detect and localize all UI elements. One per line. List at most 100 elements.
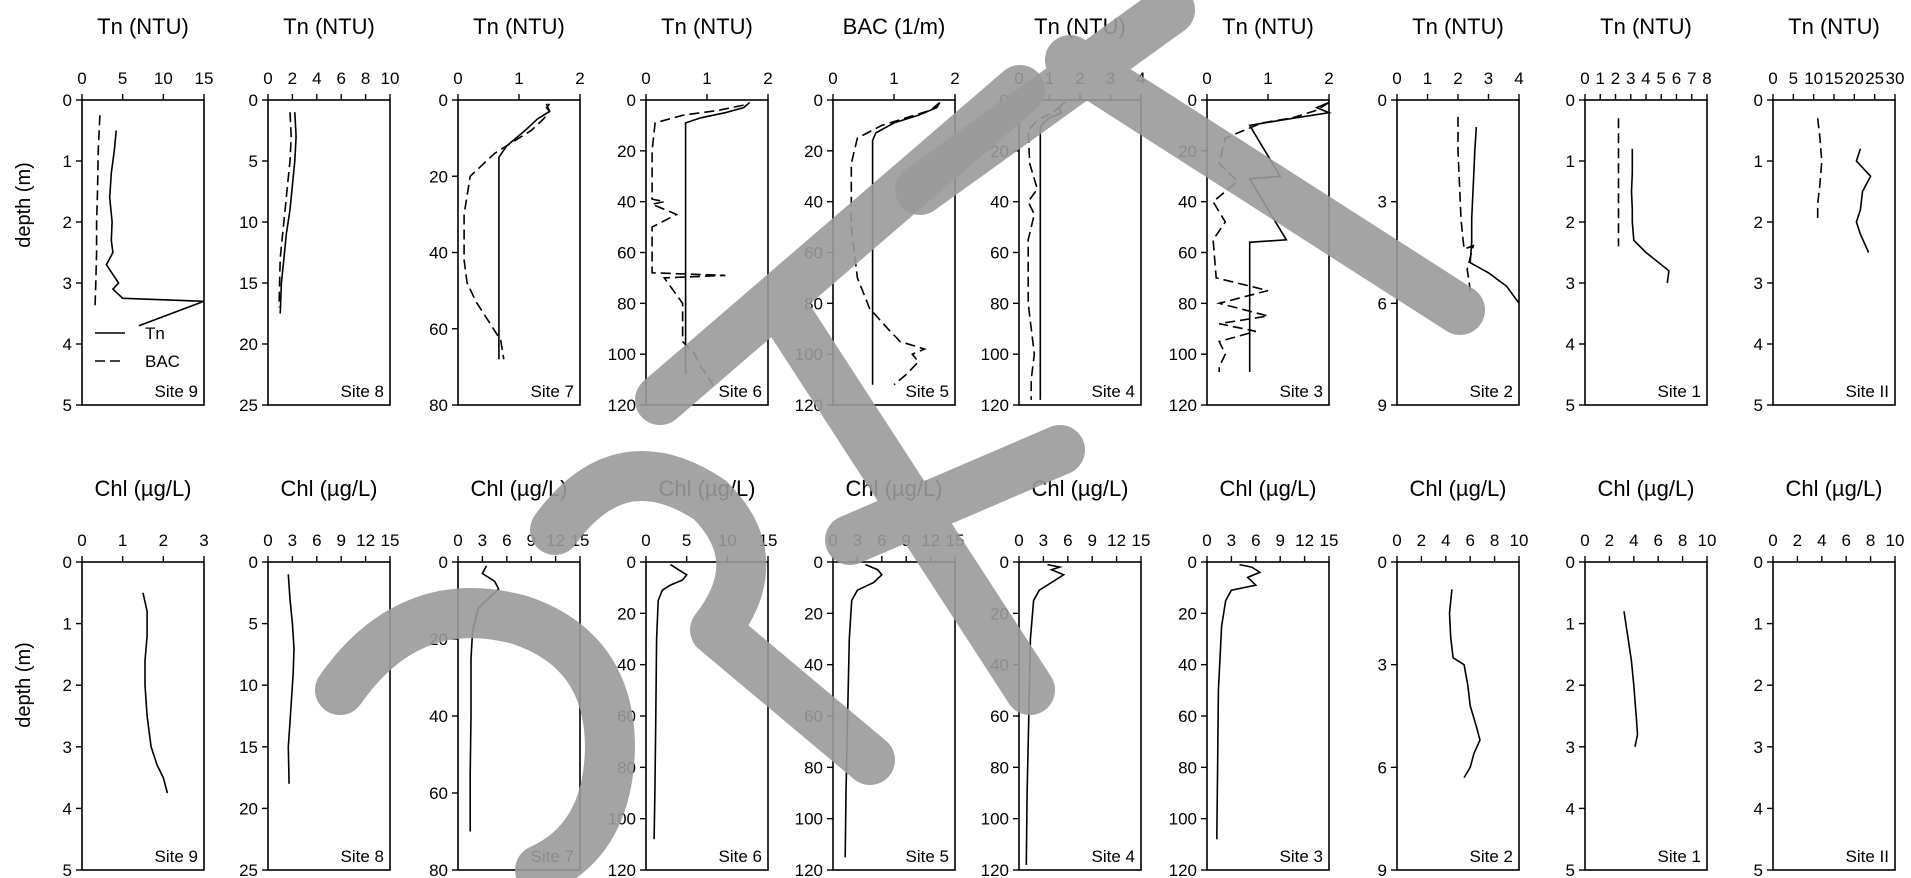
x-tick-label: 8 [1866,531,1875,550]
y-tick-label: 20 [239,799,258,818]
y-tick-label: 3 [1378,656,1387,675]
panel-title: Tn (NTU) [661,14,753,39]
series-tn-line [1855,148,1872,253]
x-tick-label: 6 [1653,531,1662,550]
series-chl-line [844,563,883,858]
x-tick-label: 15 [381,531,400,550]
plot-frame [267,561,391,871]
x-tick-label: 2 [1793,531,1802,550]
panel-title: Chl (µg/L) [1219,476,1316,501]
x-tick-label: 15 [1320,531,1339,550]
y-tick-label: 0 [439,553,448,572]
y-tick-label: 40 [617,656,636,675]
y-tick-label: 0 [814,91,823,110]
y-tick-label: 0 [439,91,448,110]
site-label: Site 7 [531,382,574,401]
panel-top-site-2: Tn (NTU) 0 1 2 3 4 0 3 6 9 Site 2 [1378,14,1524,415]
y-tick-label: 80 [1178,294,1197,313]
y-tick-label: 80 [1178,758,1197,777]
panel-title: BAC (1/m) [843,14,946,39]
y-tick-label: 5 [249,615,258,634]
y-tick-label: 20 [1178,604,1197,623]
x-tick-label: 10 [381,69,400,88]
x-tick-label: 3 [288,531,297,550]
y-tick-label: 1 [63,615,72,634]
y-tick-label: 0 [1566,91,1575,110]
series-bac-line [278,112,293,308]
x-tick-label: 0 [77,69,86,88]
x-tick-label: 10 [154,69,173,88]
x-tick-label: 6 [502,531,511,550]
x-tick-label: 0 [1580,69,1589,88]
x-tick-label: 15 [1825,69,1844,88]
panel-title: Tn (NTU) [97,14,189,39]
x-tick-label: 0 [1014,531,1023,550]
x-tick-label: 4 [312,69,321,88]
x-tick-label: 0 [1202,531,1211,550]
x-tick-label: 5 [682,531,691,550]
x-tick-label: 4 [1641,69,1650,88]
y-tick-label: 20 [804,142,823,161]
y-tick-label: 9 [1378,396,1387,415]
x-tick-label: 1 [889,69,898,88]
x-tick-label: 3 [1039,531,1048,550]
y-tick-label: 5 [249,152,258,171]
x-tick-label: 2 [1417,531,1426,550]
x-tick-label: 1 [702,69,711,88]
x-tick-label: 10 [1698,531,1717,550]
y-tick-label: 3 [1754,738,1763,757]
y-tick-label: 80 [617,294,636,313]
x-tick-label: 3 [199,531,208,550]
y-tick-label: 4 [1754,799,1763,818]
x-tick-label: 8 [361,69,370,88]
x-tick-label: 6 [1672,69,1681,88]
y-tick-label: 2 [1566,213,1575,232]
y-tick-label: 60 [990,244,1009,263]
x-tick-label: 5 [1657,69,1666,88]
y-tick-label: 10 [239,213,258,232]
plot-frame [267,99,391,406]
y-tick-label: 120 [981,396,1009,415]
x-tick-label: 20 [1845,69,1864,88]
y-tick-label: 80 [990,758,1009,777]
y-tick-label: 5 [1754,396,1763,415]
plot-frame [81,561,205,871]
x-tick-label: 6 [312,531,321,550]
x-tick-label: 0 [1392,69,1401,88]
watermark-letter-r [530,451,895,785]
x-tick-label: 1 [514,69,523,88]
panel-title: Chl (µg/L) [94,476,191,501]
x-tick-label: 5 [1789,69,1798,88]
y-tick-label: 0 [63,91,72,110]
y-tick-label: 80 [429,396,448,415]
y-tick-label: 25 [239,396,258,415]
x-tick-label: 4 [1629,531,1638,550]
y-tick-label: 6 [1378,294,1387,313]
x-tick-label: 1 [1423,69,1432,88]
y-tick-label: 80 [429,861,448,878]
series-chl-line [1448,589,1481,779]
x-tick-label: 10 [1510,531,1529,550]
x-tick-label: 2 [288,69,297,88]
panel-title: Chl (µg/L) [1409,476,1506,501]
y-tick-label: 2 [63,213,72,232]
plot-frame [1584,561,1708,871]
x-tick-label: 4 [1514,69,1523,88]
series-bac-line [94,115,101,308]
y-tick-label: 100 [1169,810,1197,829]
panel-title: Chl (µg/L) [1597,476,1694,501]
y-tick-label: 4 [63,335,72,354]
panel-title: Chl (µg/L) [1785,476,1882,501]
y-tick-label: 80 [990,294,1009,313]
x-tick-label: 15 [1132,531,1151,550]
x-tick-label: 1 [1263,69,1272,88]
y-tick-label: 100 [608,345,636,364]
panel-top-site-9: Tn (NTU) 0 5 10 15 0 1 2 3 4 5 Site 9 [63,14,214,415]
panel-title: Tn (NTU) [1412,14,1504,39]
x-tick-label: 0 [1202,69,1211,88]
series-bac-line [463,103,551,360]
plot-frame [457,99,581,406]
